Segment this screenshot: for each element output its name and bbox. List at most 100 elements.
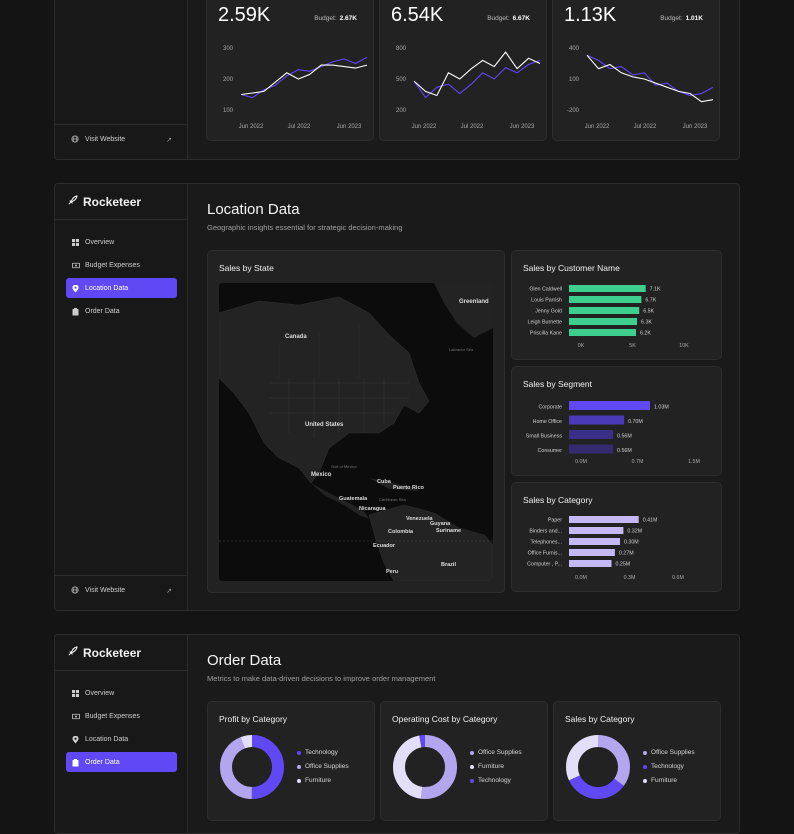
sidebar: Visit Website ↗: [55, 0, 188, 159]
map-label: Gulf of Mexico: [331, 464, 357, 469]
sales-category-card: Sales by Category Office Supplies Techno…: [553, 701, 721, 821]
bar-value-label: 0.56M: [617, 448, 632, 454]
nav-item-location-data[interactable]: Location Data: [66, 729, 177, 749]
page-title: Location Data: [207, 201, 300, 218]
main: Order Data Metrics to make data-driven d…: [188, 635, 739, 833]
donut-slice: [220, 735, 284, 799]
bar: [569, 549, 615, 556]
map-label: Guatemala: [339, 496, 368, 502]
nav-label: Location Data: [85, 735, 129, 743]
segment-sales-card: Sales by Segment Corporate 1.03M Home Offi…: [511, 366, 722, 476]
series-line: [586, 54, 714, 97]
y-tick-label: 100: [569, 77, 580, 83]
clipboard-icon: [72, 758, 79, 766]
x-tick-label: Jun 2023: [683, 124, 708, 130]
profit-donut-chart: [220, 735, 284, 799]
y-tick-label: 200: [396, 108, 407, 114]
card-title: Sales by Segment: [523, 379, 592, 389]
dashboard-location-frame: Rocketeer Overview Budget Expenses Locat…: [54, 183, 740, 611]
visit-website-link[interactable]: Visit Website ↗: [55, 124, 188, 154]
x-tick-label: 1.5M: [688, 459, 700, 465]
profit-category-card: Profit by Category Technology Office Sup…: [207, 701, 375, 821]
land-south-america: [368, 504, 493, 581]
bar-value-label: 6.3K: [641, 320, 652, 326]
bar: [569, 318, 637, 325]
donut-slice: [393, 735, 457, 799]
nav-item-order-data[interactable]: Order Data: [66, 752, 177, 772]
dashboard-budget-frame: Visit Website ↗ 2.59K Budget: 2.67K 300 20…: [54, 0, 740, 160]
legend-dot: [470, 750, 474, 755]
y-tick-label: 300: [223, 46, 234, 52]
map-label: Greenland: [459, 299, 489, 305]
x-tick-label: Jun 2023: [337, 124, 362, 130]
legend-dot: [643, 750, 647, 755]
page-subtitle: Geographic insights essential for strate…: [207, 223, 403, 232]
line-chart-1: 300 200 100 Jun 2022 Jul 2022 Jun 2023: [223, 46, 368, 130]
bar: [569, 560, 612, 567]
legend-item: Office Supplies: [297, 763, 349, 770]
x-tick-label: Jul 2022: [288, 124, 311, 130]
brand[interactable]: Rocketeer: [55, 635, 188, 671]
bar-category-label: Corporate: [538, 405, 562, 411]
map-label: Mexico: [311, 472, 332, 478]
kpi-budget: Budget: 1.01K: [660, 15, 703, 22]
bar-value-label: 6.5K: [643, 309, 654, 315]
nav-item-overview[interactable]: Overview: [66, 232, 177, 252]
legend-dot: [470, 778, 474, 783]
legend-item: Technology: [643, 763, 684, 770]
canada-province-lines: [278, 323, 360, 378]
bar: [569, 401, 650, 410]
bar: [569, 444, 614, 454]
card-title: Sales by Category: [523, 495, 593, 505]
segment-bar-chart: Corporate 1.03M Home Office 0.70M Small Busi…: [526, 401, 700, 465]
map-label: Brazil: [441, 562, 456, 568]
money-icon: [72, 713, 80, 720]
series-line: [413, 51, 541, 97]
land-central-america: [311, 483, 369, 519]
legend-dot: [297, 764, 301, 769]
y-tick-label: 100: [223, 108, 234, 114]
x-tick-label: Jun 2022: [239, 124, 264, 130]
x-tick-label: 0.3M: [624, 575, 636, 581]
map-label: Puerto Rico: [393, 485, 425, 491]
x-tick-label: 0.7M: [632, 459, 644, 465]
visit-website-link[interactable]: Visit Website ↗: [55, 575, 188, 605]
x-tick-label: 0.6M: [672, 575, 684, 581]
legend-dot: [297, 750, 301, 755]
x-tick-label: 0K: [578, 343, 585, 349]
bar-category-label: Glen Caldwell: [529, 287, 562, 293]
external-link-icon: ↗: [166, 136, 172, 144]
series-line: [240, 64, 368, 96]
nav-item-location-data[interactable]: Location Data: [66, 278, 177, 298]
series-line: [586, 54, 714, 103]
nav-label: Overview: [85, 238, 115, 246]
land-north-america: [219, 296, 430, 484]
bar-value-label: 1.03M: [654, 405, 669, 411]
map-label: United States: [305, 422, 344, 428]
kpi-value: 6.54K: [391, 4, 444, 26]
kpi-budget: Budget: 2.67K: [314, 15, 357, 22]
card-title: Sales by Customer Name: [523, 263, 620, 273]
donut-slice: [566, 735, 630, 799]
nav-label: Location Data: [85, 284, 129, 292]
nav-item-budget-expenses[interactable]: Budget Expenses: [66, 255, 177, 275]
x-tick-label: 0.0M: [575, 459, 587, 465]
series-line: [413, 59, 541, 99]
kpi-card-3: 1.13K Budget: 1.01K 400 100 -200 Jun 2022 Jul…: [552, 0, 720, 141]
nav-item-overview[interactable]: Overview: [66, 683, 177, 703]
map-label: Cuba: [377, 479, 392, 485]
opcost-donut-chart: [393, 735, 457, 799]
map-label: Nicaragua: [359, 506, 387, 512]
visit-website-label: Visit Website: [85, 587, 126, 594]
grid-icon: [72, 689, 79, 697]
globe-icon: [71, 585, 79, 596]
external-link-icon: ↗: [166, 587, 172, 595]
nav-item-budget-expenses[interactable]: Budget Expenses: [66, 706, 177, 726]
sales-by-state-map[interactable]: Greenland Canada United States Mexico Cu…: [219, 283, 493, 581]
x-tick-label: 10K: [679, 343, 689, 349]
sidebar: Rocketeer Overview Budget Expenses Locat…: [55, 635, 188, 833]
nav-item-order-data[interactable]: Order Data: [66, 301, 177, 321]
kpi-budget: Budget: 6.67K: [487, 15, 530, 22]
map-label: Caribbean Sea: [379, 497, 406, 502]
brand[interactable]: Rocketeer: [55, 184, 188, 220]
